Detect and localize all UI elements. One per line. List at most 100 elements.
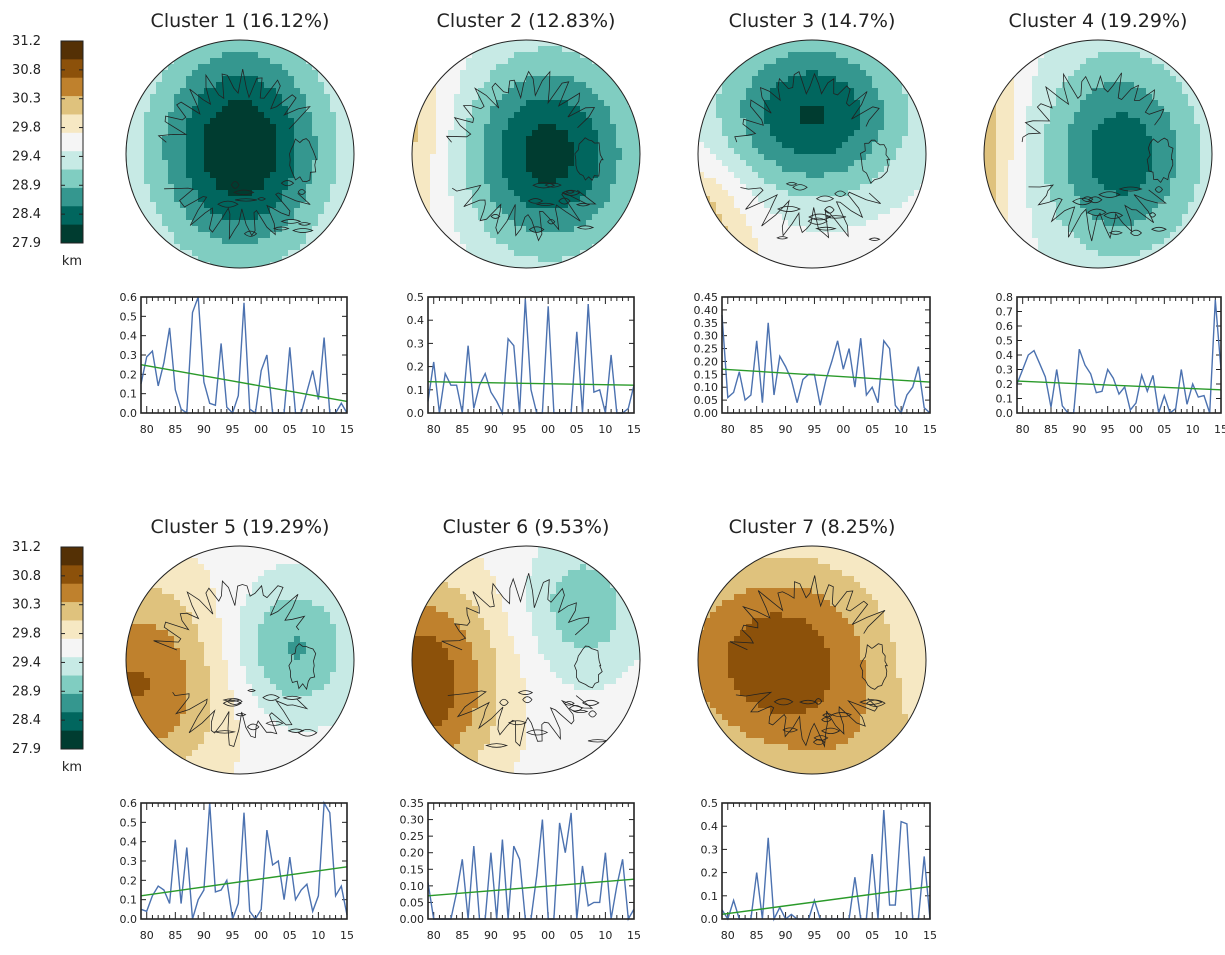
map-cell xyxy=(996,190,1003,197)
map-cell xyxy=(1086,58,1093,65)
map-cell xyxy=(1164,178,1171,185)
map-cell xyxy=(734,172,741,179)
map-cell xyxy=(854,148,861,155)
map-cell xyxy=(150,100,157,107)
map-cell xyxy=(1182,154,1189,161)
map-cell xyxy=(800,262,807,268)
map-cell xyxy=(436,232,443,239)
map-cell xyxy=(812,244,819,251)
map-cell xyxy=(526,40,533,47)
map-cell xyxy=(716,118,723,125)
map-cell xyxy=(1038,82,1045,89)
map-cell xyxy=(174,76,181,83)
map-cell xyxy=(216,64,223,71)
map-cell xyxy=(854,136,861,143)
map-cell xyxy=(532,88,539,95)
map-cell xyxy=(282,184,289,191)
map-cell xyxy=(728,142,735,149)
map-cell xyxy=(216,244,223,251)
map-cell xyxy=(568,124,575,131)
map-cell xyxy=(168,76,175,83)
map-cell xyxy=(484,232,491,239)
map-cell xyxy=(168,94,175,101)
map-cell xyxy=(472,106,479,113)
map-cell xyxy=(788,226,795,233)
map-cell xyxy=(782,148,789,155)
map-cell xyxy=(728,220,735,227)
map-cell xyxy=(1062,166,1069,173)
map-cell xyxy=(764,148,771,155)
map-cell xyxy=(770,112,777,119)
map-cell xyxy=(568,166,575,173)
map-cell xyxy=(812,106,819,113)
map-cell xyxy=(306,202,313,209)
map-cell xyxy=(300,160,307,167)
map-cell xyxy=(800,52,807,59)
map-cell xyxy=(520,256,527,263)
map-cell xyxy=(728,166,735,173)
map-cell xyxy=(1176,64,1183,71)
map-cell xyxy=(442,208,449,215)
map-cell xyxy=(592,136,599,143)
x-tick-label: 85 xyxy=(168,423,182,436)
map-cell xyxy=(514,130,521,137)
map-cell xyxy=(228,64,235,71)
map-cell xyxy=(544,106,551,113)
map-cell xyxy=(734,70,741,77)
map-cell xyxy=(734,76,741,83)
colorbar-swatch xyxy=(61,602,83,621)
coastline xyxy=(230,181,240,189)
map-cell xyxy=(1140,52,1147,59)
map-cell xyxy=(1188,184,1195,191)
map-cell xyxy=(496,130,503,137)
map-cell xyxy=(550,106,557,113)
map-cell xyxy=(180,220,187,227)
map-cell xyxy=(276,112,283,119)
map-cell xyxy=(240,94,247,101)
map-cell xyxy=(722,136,729,143)
coastline xyxy=(825,215,847,219)
map-cell xyxy=(270,52,277,59)
map-cell xyxy=(580,142,587,149)
map-cell xyxy=(448,88,455,95)
colorbar-tick-label: 30.3 xyxy=(12,598,41,613)
map-cell xyxy=(418,190,425,197)
map-cell xyxy=(770,256,777,263)
map-cell xyxy=(270,124,277,131)
map-cell xyxy=(1092,118,1099,125)
map-cell xyxy=(806,250,813,257)
map-cell xyxy=(258,232,265,239)
map-cell xyxy=(990,124,997,131)
map-cell xyxy=(282,112,289,119)
map-cell xyxy=(532,214,539,221)
map-cell xyxy=(1152,178,1159,185)
map-cell xyxy=(454,226,461,233)
map-cell xyxy=(896,208,903,215)
map-cell xyxy=(448,202,455,209)
map-cell xyxy=(1032,76,1039,83)
map-cell xyxy=(872,112,879,119)
map-cell xyxy=(740,88,747,95)
map-cell xyxy=(276,154,283,161)
map-cell xyxy=(758,250,765,257)
map-cell xyxy=(490,76,497,83)
map-cell xyxy=(848,232,855,239)
map-cell xyxy=(168,124,175,131)
map-cell xyxy=(1074,112,1081,119)
map-cell xyxy=(336,178,343,185)
map-cell xyxy=(258,178,265,185)
map-cell xyxy=(800,238,807,245)
map-cell xyxy=(770,70,777,77)
map-cell xyxy=(144,202,151,209)
map-cell xyxy=(228,178,235,185)
map-cell xyxy=(138,112,145,119)
map-cell xyxy=(878,82,885,89)
map-cell xyxy=(1152,118,1159,125)
map-cell xyxy=(1080,106,1087,113)
map-cell xyxy=(270,118,277,125)
map-cell xyxy=(300,100,307,107)
map-cell xyxy=(1170,130,1177,137)
map-cell xyxy=(1092,88,1099,95)
map-cell xyxy=(556,214,563,221)
coastline xyxy=(792,184,808,191)
